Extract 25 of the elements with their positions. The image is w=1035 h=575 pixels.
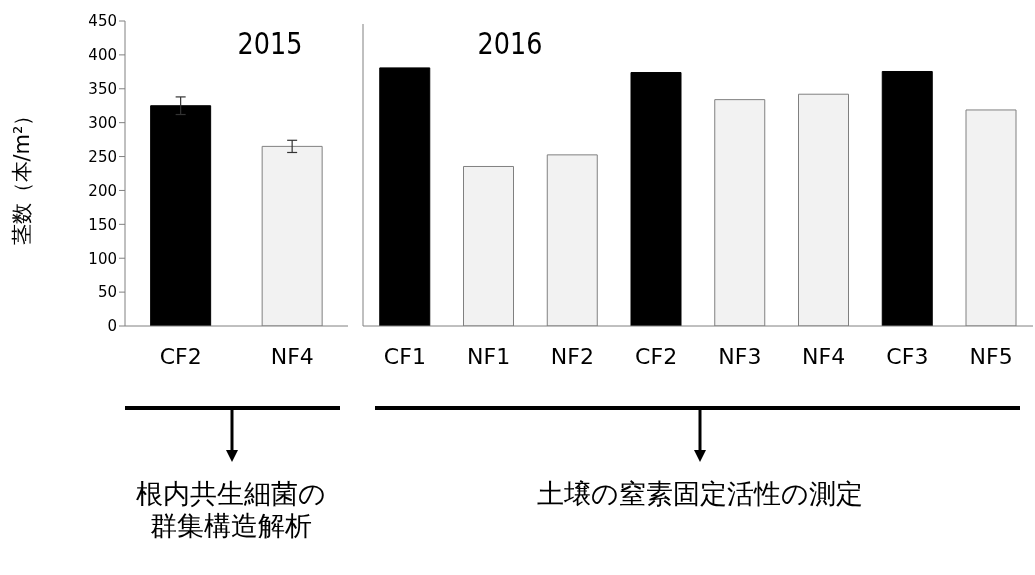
y-tick-label: 0 [107, 317, 117, 336]
y-tick-label: 200 [88, 181, 117, 200]
x-tick-label: NF4 [802, 343, 846, 369]
x-tick-label: NF3 [718, 343, 762, 369]
y-tick-label: 50 [97, 283, 117, 302]
text: 根内共生細菌の群集構造解析 [135, 478, 327, 542]
text: 土壌の窒素固定活性の測定 [536, 478, 864, 510]
chart-title: 2015 [237, 26, 303, 61]
x-tick-label: NF2 [550, 343, 594, 369]
y-tick-label: 250 [88, 147, 117, 166]
y-axis-title: 茎数（本/m²） [9, 104, 35, 246]
x-tick-label: CF3 [886, 343, 929, 369]
y-tick-label: 100 [88, 249, 117, 268]
y-tick-label: 450 [88, 12, 117, 31]
x-tick-label: CF2 [635, 343, 678, 369]
x-tick-label: CF1 [383, 343, 426, 369]
x-tick-label: NF4 [270, 343, 314, 369]
y-tick-label: 150 [88, 215, 117, 234]
x-tick-label: NF5 [969, 343, 1013, 369]
x-tick-label: NF1 [467, 343, 511, 369]
x-tick-label: CF2 [159, 343, 202, 369]
chart-title: 2016 [477, 26, 543, 61]
y-tick-label: 400 [88, 46, 117, 65]
y-tick-label: 350 [88, 80, 117, 99]
y-tick-label: 300 [88, 113, 117, 132]
